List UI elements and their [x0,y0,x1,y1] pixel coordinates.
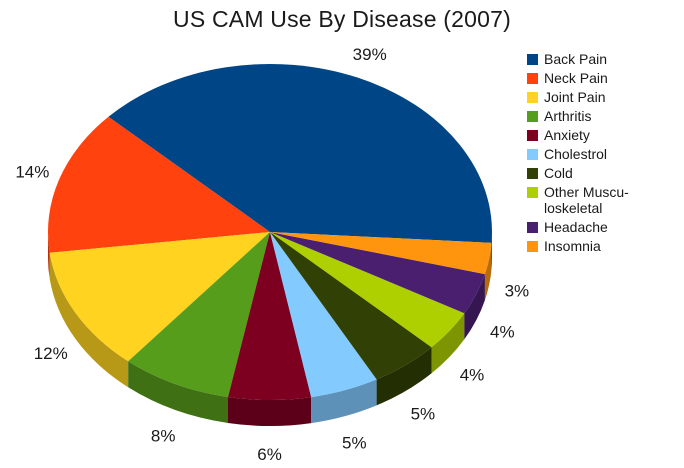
pie-slice-5 [270,232,377,398]
slice-label-7: 4% [460,365,485,384]
pie-side-7 [431,313,465,374]
pie-side-6 [376,347,432,406]
slice-label-6: 5% [411,404,436,423]
legend-label-5: Cholestrol [544,146,608,162]
legend-label-7: Other Muscu- loskeletal [544,184,629,216]
legend-label-6: Cold [544,165,573,181]
pie-slice-6 [270,232,432,380]
legend-item-2: Joint Pain [527,89,629,105]
legend-label-2: Joint Pain [544,89,606,105]
legend-swatch-9 [527,241,538,252]
legend-swatch-1 [527,73,538,84]
legend-swatch-5 [527,149,538,160]
legend-label-4: Anxiety [544,127,590,143]
chart-title: US CAM Use By Disease (2007) [173,6,511,32]
pie-slice-7 [270,232,465,348]
pie-slice-1 [48,116,271,253]
legend-label-3: Arthritis [544,108,592,124]
legend-swatch-0 [527,54,538,65]
legend-swatch-8 [527,222,538,233]
legend-label-0: Back Pain [544,51,608,67]
legend-swatch-3 [527,111,538,122]
slice-label-9: 3% [505,282,530,301]
legend-item-8: Headache [527,219,629,235]
chart-legend: Back Pain Neck Pain Joint Pain Arthritis Anx… [527,51,629,257]
legend-item-7: Other Muscu- loskeletal [527,184,629,216]
pie-side-3 [128,361,229,423]
legend-item-0: Back Pain [527,51,629,67]
pie-side-1 [48,232,50,279]
legend-swatch-6 [527,168,538,179]
pie-slice-3 [128,232,270,397]
pie-side-9 [484,242,492,301]
legend-item-6: Cold [527,165,629,181]
slice-label-0: 39% [353,45,387,64]
legend-swatch-2 [527,92,538,103]
legend-swatch-4 [527,130,538,141]
slice-label-2: 12% [34,344,68,363]
legend-item-4: Anxiety [527,127,629,143]
legend-item-5: Cholestrol [527,146,629,162]
pie-slice-8 [270,232,485,314]
legend-item-3: Arthritis [527,108,629,124]
pie-slice-2 [49,232,271,362]
legend-label-9: Insomnia [544,238,601,254]
slice-label-8: 4% [490,323,515,342]
legend-label-8: Headache [544,219,608,235]
pie-side-8 [464,274,485,340]
legend-item-1: Neck Pain [527,70,629,86]
slice-label-4: 6% [257,445,282,464]
pie-slice-9 [270,232,492,275]
pie-slice-4 [228,232,312,400]
legend-item-9: Insomnia [527,238,629,254]
pie-side-4 [228,396,312,426]
slice-label-3: 8% [151,426,176,445]
slice-label-5: 5% [342,434,367,453]
pie-side-2 [49,252,129,388]
legend-swatch-7 [527,187,538,198]
legend-label-1: Neck Pain [544,70,608,86]
slice-label-1: 14% [15,163,49,182]
pie-side-5 [311,379,377,424]
pie-slice-0 [108,64,492,243]
